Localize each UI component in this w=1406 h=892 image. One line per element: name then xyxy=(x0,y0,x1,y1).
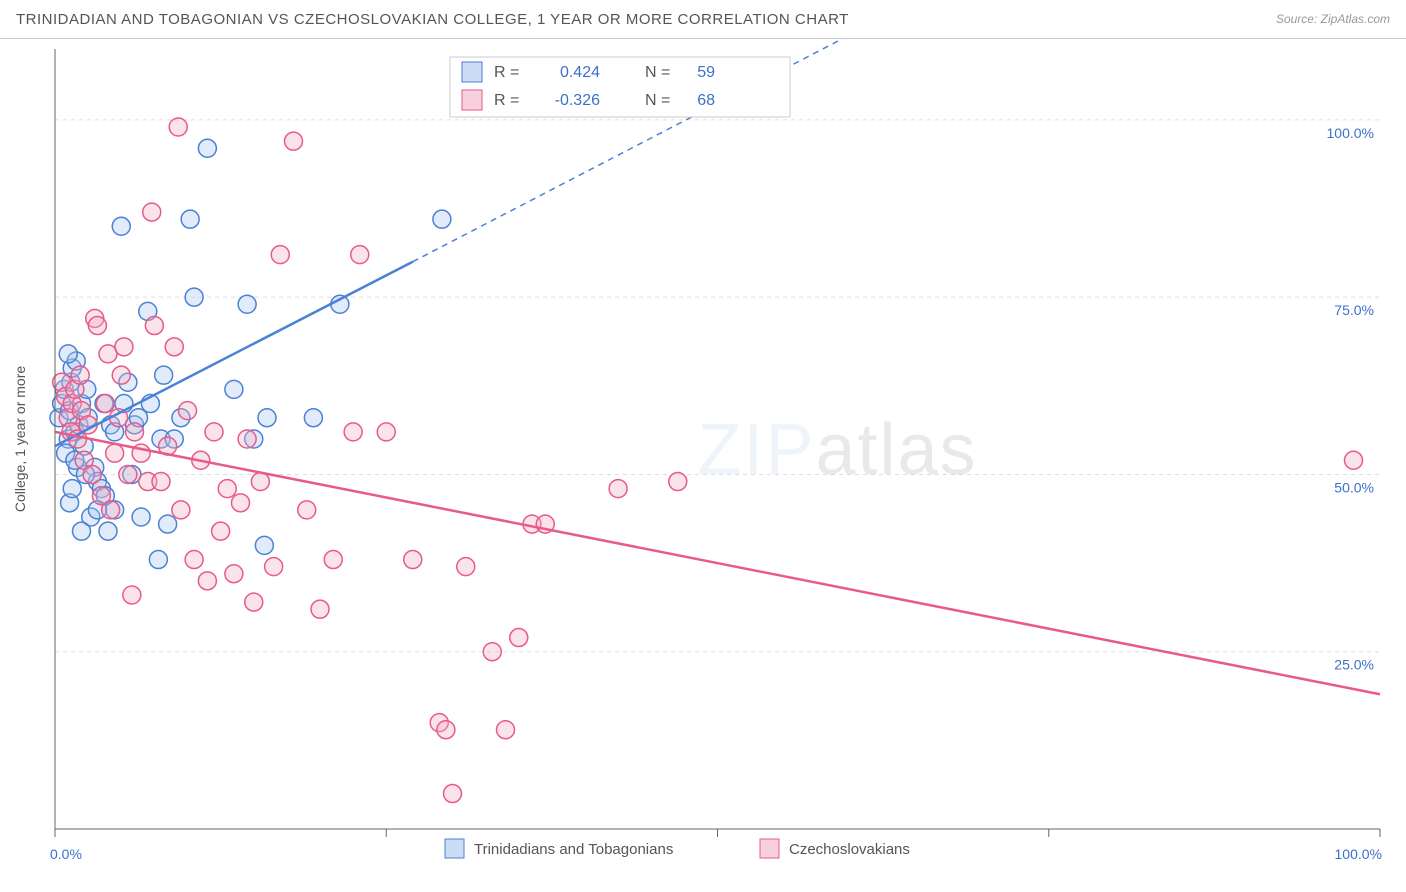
data-point xyxy=(457,558,475,576)
data-point xyxy=(433,210,451,228)
correlation-r-value: 0.424 xyxy=(560,64,600,81)
data-point xyxy=(143,203,161,221)
correlation-r-value: -0.326 xyxy=(555,92,600,109)
data-point xyxy=(172,501,190,519)
correlation-chart: 25.0% 50.0% 75.0% 100.0% ZIPatlas 0.0% 100.0% C… xyxy=(0,39,1406,892)
data-point xyxy=(181,210,199,228)
correlation-n-label: N = xyxy=(645,92,670,109)
data-point xyxy=(112,366,130,384)
data-point xyxy=(344,423,362,441)
data-point xyxy=(185,288,203,306)
data-point xyxy=(404,551,422,569)
data-point xyxy=(198,139,216,157)
data-point xyxy=(63,480,81,498)
y-tick-label: 50.0% xyxy=(1334,479,1374,495)
x-tick-label: 0.0% xyxy=(50,846,82,862)
y-tick-label: 75.0% xyxy=(1334,302,1374,318)
data-point xyxy=(225,565,243,583)
data-point xyxy=(232,494,250,512)
y-tick-label: 25.0% xyxy=(1334,657,1374,673)
data-point xyxy=(73,522,91,540)
data-point xyxy=(112,217,130,235)
y-axis-title: College, 1 year or more xyxy=(12,366,28,513)
data-point xyxy=(155,366,173,384)
data-point xyxy=(351,246,369,264)
data-point xyxy=(102,501,120,519)
data-point xyxy=(271,246,289,264)
data-point xyxy=(255,536,273,554)
data-point xyxy=(123,586,141,604)
data-point xyxy=(96,395,114,413)
data-point xyxy=(225,380,243,398)
data-point xyxy=(149,551,167,569)
legend-label: Trinidadians and Tobagonians xyxy=(474,841,673,858)
data-point xyxy=(497,721,515,739)
data-point xyxy=(152,473,170,491)
data-point xyxy=(251,473,269,491)
correlation-r-label: R = xyxy=(494,64,519,81)
data-point xyxy=(71,366,89,384)
data-point xyxy=(609,480,627,498)
data-point xyxy=(258,409,276,427)
correlation-n-value: 68 xyxy=(697,92,715,109)
data-point xyxy=(145,317,163,335)
data-point xyxy=(115,338,133,356)
y-tick-label: 100.0% xyxy=(1327,125,1374,141)
data-point xyxy=(669,473,687,491)
legend-swatch xyxy=(760,839,779,858)
data-point xyxy=(205,423,223,441)
data-point xyxy=(169,118,187,136)
legend-swatch xyxy=(462,62,482,82)
data-point xyxy=(483,643,501,661)
data-point xyxy=(377,423,395,441)
data-point xyxy=(245,593,263,611)
correlation-n-label: N = xyxy=(645,64,670,81)
data-point xyxy=(179,402,197,420)
data-point xyxy=(126,423,144,441)
data-point xyxy=(212,522,230,540)
title-bar: TRINIDADIAN AND TOBAGONIAN VS CZECHOSLOV… xyxy=(0,0,1406,39)
legend-swatch xyxy=(462,90,482,110)
x-tick-label: 100.0% xyxy=(1335,846,1382,862)
source-attribution: Source: ZipAtlas.com xyxy=(1276,12,1390,26)
data-point xyxy=(88,317,106,335)
data-point xyxy=(83,465,101,483)
data-point xyxy=(238,295,256,313)
data-point xyxy=(119,465,137,483)
legend-label: Czechoslovakians xyxy=(789,841,910,858)
correlation-r-label: R = xyxy=(494,92,519,109)
data-point xyxy=(59,345,77,363)
data-point xyxy=(324,551,342,569)
data-point xyxy=(165,338,183,356)
data-point xyxy=(132,508,150,526)
data-point xyxy=(218,480,236,498)
page-title: TRINIDADIAN AND TOBAGONIAN VS CZECHOSLOV… xyxy=(16,11,849,28)
watermark: ZIPatlas xyxy=(697,410,977,490)
data-point xyxy=(510,629,528,647)
data-point xyxy=(265,558,283,576)
data-point xyxy=(304,409,322,427)
data-point xyxy=(437,721,455,739)
data-point xyxy=(99,522,117,540)
data-point xyxy=(298,501,316,519)
data-point xyxy=(106,444,124,462)
legend-swatch xyxy=(445,839,464,858)
data-point xyxy=(444,785,462,803)
data-point xyxy=(1345,451,1363,469)
data-point xyxy=(238,430,256,448)
data-point xyxy=(159,515,177,533)
data-point xyxy=(185,551,203,569)
correlation-n-value: 59 xyxy=(697,64,715,81)
data-point xyxy=(311,600,329,618)
data-point xyxy=(198,572,216,590)
data-point xyxy=(285,132,303,150)
